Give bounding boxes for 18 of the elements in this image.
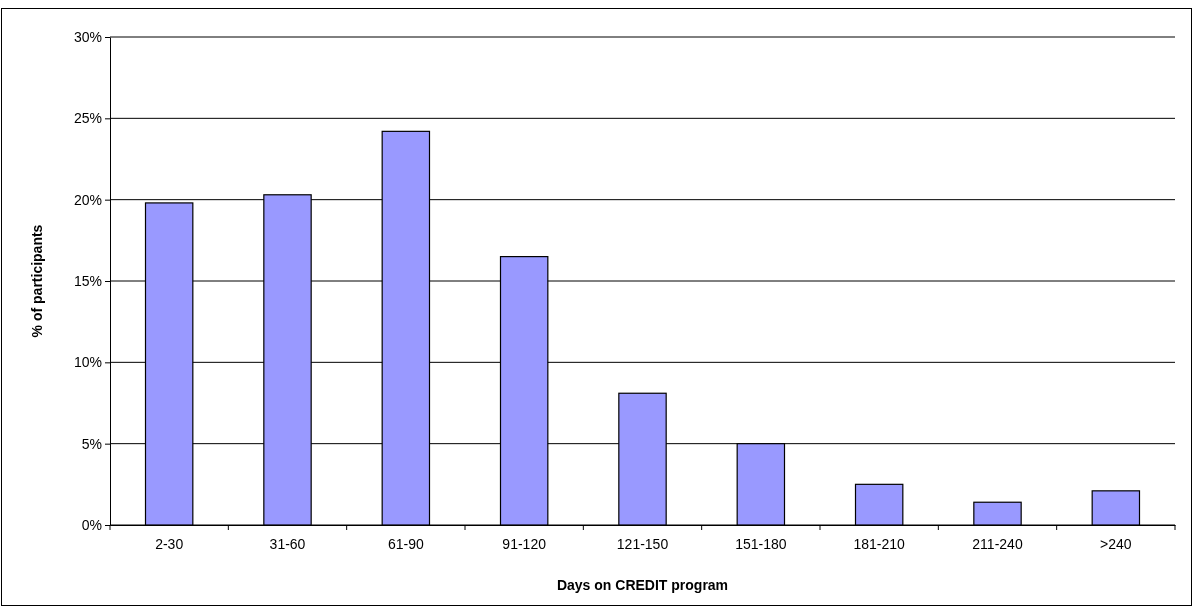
x-tick-label: 181-210 [853, 535, 906, 552]
y-tick-label: 20% [73, 191, 102, 208]
y-axis-title: % of participants [29, 224, 45, 338]
y-tick-label: 30% [73, 28, 102, 45]
y-tick-label: 15% [73, 272, 102, 289]
y-tick-label: 25% [73, 110, 102, 127]
x-tick-label: 2-30 [155, 535, 184, 552]
x-tick-label: 61-90 [387, 535, 424, 552]
y-tick-label: 0% [81, 516, 102, 533]
y-tick-label: 10% [73, 354, 102, 371]
x-tick-label: 31-60 [269, 535, 306, 552]
x-tick-label: 211-240 [972, 535, 1023, 552]
x-tick-label: 91-120 [502, 535, 547, 552]
x-tick-label: 151-180 [735, 535, 787, 552]
y-tick-label: 5% [81, 435, 102, 452]
x-axis-title: Days on CREDIT program [556, 577, 729, 593]
x-tick-label: >240 [1100, 535, 1132, 552]
x-tick-label: 121-150 [616, 535, 669, 552]
